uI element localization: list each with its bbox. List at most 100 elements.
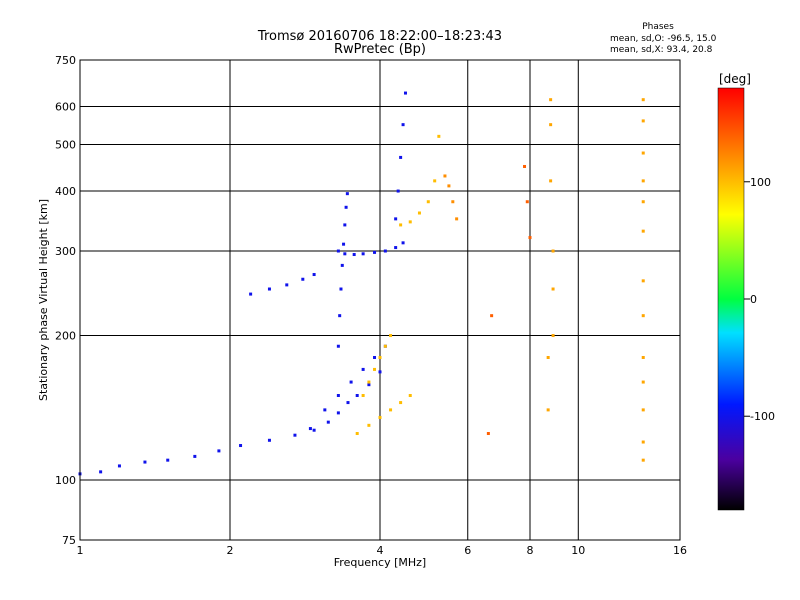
data-point [378,355,382,359]
y-axis-label: Stationary phase Virtual Height [km] [37,199,50,401]
data-point [447,184,451,188]
data-point [426,200,430,204]
data-point [367,383,371,387]
data-point [367,423,371,427]
data-point [451,200,455,204]
data-point [267,438,271,442]
data-point [408,394,412,398]
data-point [437,134,441,138]
x-axis-label: Frequency [MHz] [334,556,426,569]
data-point [345,192,349,196]
data-point [312,428,316,432]
data-point [336,411,340,415]
phase-box-title: Phases [642,22,674,32]
data-point [193,454,197,458]
chart-subtitle: RwPretec (Bp) [334,42,426,57]
data-point [323,408,327,412]
data-point [361,252,365,256]
data-point [373,355,377,359]
data-point [401,123,405,127]
y-tick-label: 75 [62,534,76,547]
data-point [166,458,170,462]
phase-box-line2: mean, sd,X: 93.4, 20.8 [610,45,713,55]
data-point [293,433,297,437]
x-tick-labels: 1 2 4 6 8 10 16 [77,544,688,557]
data-point [396,189,400,193]
data-point [417,211,421,215]
data-point [641,229,645,233]
data-point [373,250,377,254]
data-point [641,200,645,204]
y-tick-label: 600 [55,101,76,114]
data-point [336,249,340,253]
data-point [344,205,348,209]
data-point [389,408,393,412]
y-tick-label: 400 [55,185,76,198]
data-point [217,449,221,453]
data-point [546,355,550,359]
data-point [641,98,645,102]
data-point [641,151,645,155]
x-tick-label: 1 [77,544,84,557]
data-point [641,119,645,123]
data-point [455,217,459,221]
x-tick-label: 8 [527,544,534,557]
data-point [338,314,342,318]
data-point [549,179,553,183]
colorbar-ticks: -100 0 100 [744,176,775,423]
data-point [641,279,645,283]
data-point [383,344,387,348]
data-point [355,394,359,398]
data-point [551,249,555,253]
data-point [641,179,645,183]
data-point [336,344,340,348]
data-point [339,287,343,291]
data-point [352,253,356,257]
data-point [546,408,550,412]
data-point [346,401,350,405]
colorbar [717,87,745,511]
data-point [117,464,121,468]
data-point [343,252,347,256]
phase-box-line1: mean, sd,O: -96.5, 15.0 [610,34,717,44]
data-point [361,394,365,398]
data-point [403,91,407,95]
y-tick-label: 300 [55,245,76,258]
data-point [401,241,405,245]
y-tick-label: 200 [55,330,76,343]
data-point [641,380,645,384]
data-point [312,273,316,277]
data-point [641,355,645,359]
grid-lines [79,59,681,541]
colorbar-tick-label: 100 [750,176,771,189]
data-point [486,432,490,436]
data-point [490,314,494,318]
colorbar-label: [deg] [719,72,751,86]
x-tick-label: 6 [464,544,471,557]
data-point [551,334,555,338]
data-point [378,415,382,419]
data-point [367,380,371,384]
data-point [399,401,403,405]
data-point [549,98,553,102]
data-point [443,174,447,178]
data-point [641,440,645,444]
data-point [99,470,103,474]
x-tick-label: 4 [377,544,384,557]
data-point [523,164,527,168]
data-point [336,394,340,398]
data-point [394,246,398,250]
data-point [249,292,253,296]
x-tick-label: 10 [571,544,585,557]
data-point [340,263,344,267]
data-point [267,287,271,291]
data-point [143,460,147,464]
x-tick-label: 16 [673,544,687,557]
data-point [373,367,377,371]
data-point [326,420,330,424]
data-point [239,444,243,448]
y-tick-label: 100 [55,474,76,487]
y-tick-label: 500 [55,139,76,152]
data-point [551,287,555,291]
data-point [349,380,353,384]
